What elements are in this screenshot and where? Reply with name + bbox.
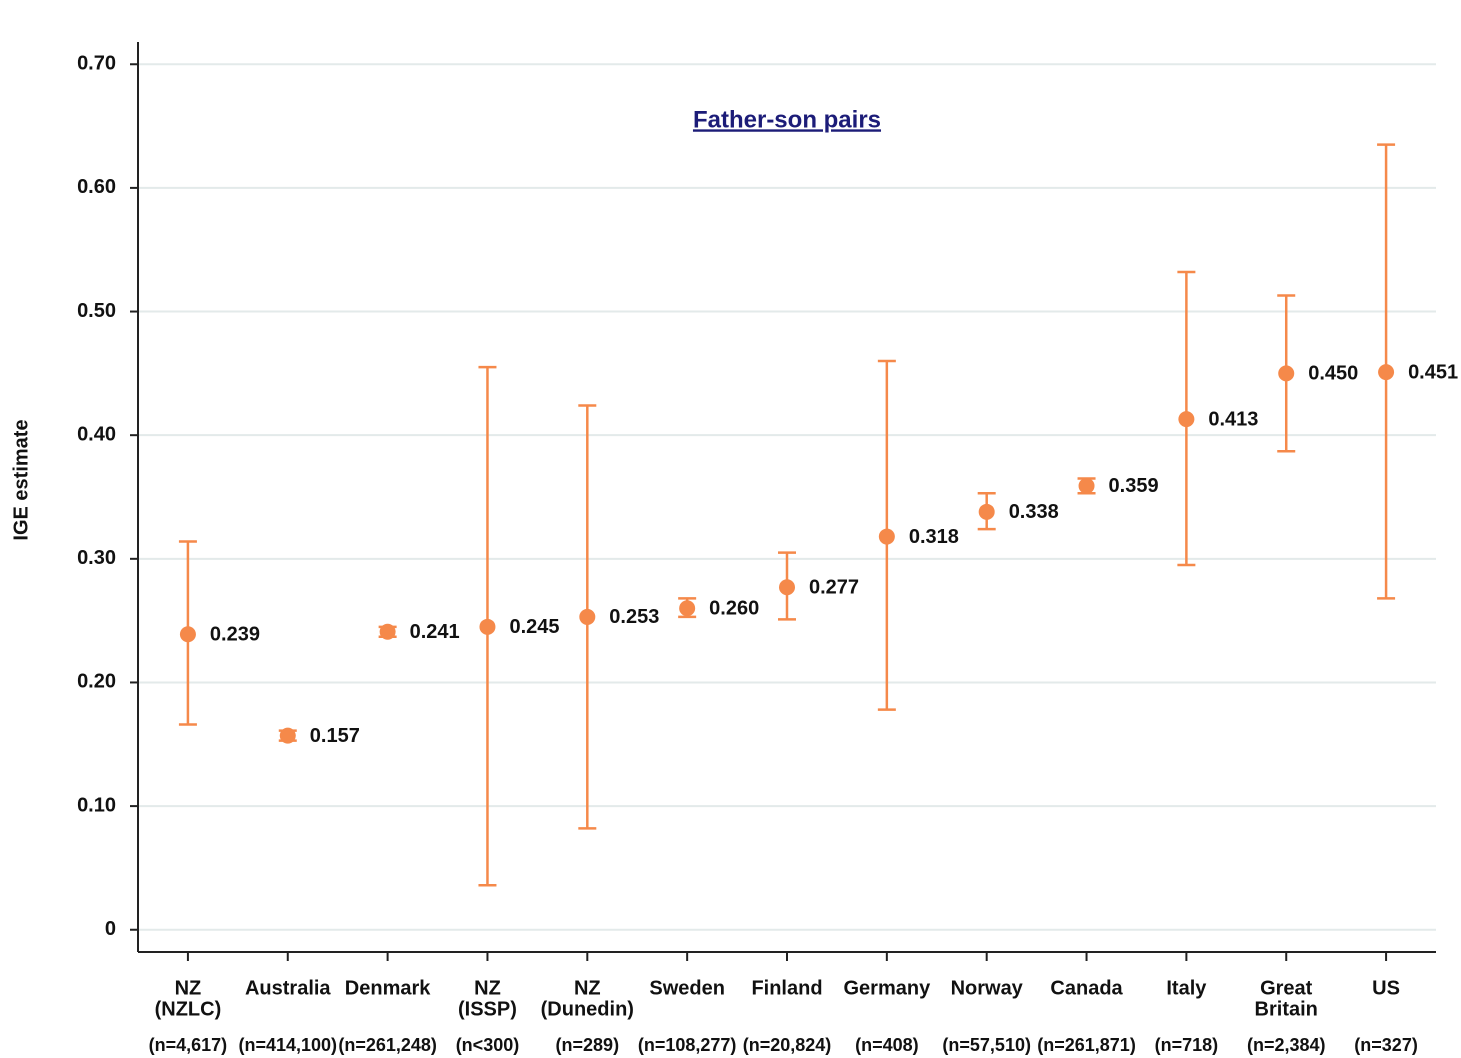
- value-label: 0.239: [210, 624, 260, 646]
- value-label: 0.338: [1009, 501, 1059, 523]
- x-tick-label: Italy: [1166, 977, 1207, 999]
- x-tick-label: (ISSP): [458, 998, 517, 1020]
- y-tick-label: 0.40: [77, 423, 116, 445]
- x-tick-label: US: [1372, 977, 1400, 999]
- y-tick-label: 0.50: [77, 300, 116, 322]
- point: [579, 608, 596, 625]
- point: [1078, 477, 1095, 494]
- x-tick-label: NZ: [175, 977, 202, 999]
- sample-size-label: (n=261,871): [1037, 1035, 1136, 1055]
- sample-size-label: (n=108,277): [638, 1035, 737, 1055]
- point: [279, 727, 296, 744]
- x-tick-label: Australia: [245, 977, 331, 999]
- x-tick-label: Finland: [751, 977, 822, 999]
- value-label: 0.241: [410, 621, 460, 643]
- value-label: 0.318: [909, 526, 959, 548]
- point: [1178, 411, 1195, 428]
- point: [379, 623, 396, 640]
- value-label: 0.157: [310, 725, 360, 747]
- point: [1278, 365, 1295, 382]
- value-label: 0.451: [1408, 361, 1458, 383]
- sample-size-label: (n=20,824): [743, 1035, 832, 1055]
- value-label: 0.359: [1109, 475, 1159, 497]
- point: [479, 618, 496, 635]
- y-tick-label: 0.70: [77, 53, 116, 75]
- value-label: 0.413: [1208, 408, 1258, 430]
- x-tick-label: NZ: [574, 977, 601, 999]
- sample-size-label: (n=408): [855, 1035, 919, 1055]
- x-tick-label: Germany: [843, 977, 931, 999]
- value-label: 0.260: [709, 598, 759, 620]
- sample-size-label: (n=57,510): [942, 1035, 1031, 1055]
- chart-title: Father-son pairs: [693, 106, 881, 133]
- sample-size-label: (n=414,100): [238, 1035, 337, 1055]
- x-tick-label: NZ: [474, 977, 501, 999]
- y-tick-label: 0.60: [77, 176, 116, 198]
- value-label: 0.253: [609, 606, 659, 628]
- y-tick-label: 0.30: [77, 547, 116, 569]
- value-label: 0.277: [809, 577, 859, 599]
- sample-size-label: (n=289): [556, 1035, 620, 1055]
- point: [1378, 364, 1395, 381]
- sample-size-label: (n=261,248): [338, 1035, 437, 1055]
- sample-size-label: (n<300): [456, 1035, 520, 1055]
- x-tick-label: (Dunedin): [541, 998, 634, 1020]
- y-axis-label: IGE estimate: [10, 419, 32, 540]
- x-tick-label: Norway: [951, 977, 1024, 999]
- sample-size-label: (n=2,384): [1247, 1035, 1326, 1055]
- y-tick-label: 0: [105, 918, 116, 940]
- point: [779, 579, 795, 596]
- x-tick-label: Canada: [1050, 977, 1123, 999]
- y-tick-label: 0.10: [77, 794, 116, 816]
- sample-size-label: (n=4,617): [149, 1035, 228, 1055]
- x-tick-label: Denmark: [345, 977, 431, 999]
- sample-size-label: (n=327): [1354, 1035, 1418, 1055]
- x-tick-label: Sweden: [649, 977, 725, 999]
- x-tick-label: Britain: [1255, 998, 1318, 1020]
- sample-size-label: (n=718): [1155, 1035, 1219, 1055]
- point: [179, 626, 196, 643]
- value-label: 0.450: [1308, 363, 1358, 385]
- x-tick-label: (NZLC): [155, 998, 222, 1020]
- point: [978, 503, 995, 520]
- point: [679, 600, 696, 617]
- point: [878, 528, 895, 545]
- x-tick-label: Great: [1260, 977, 1313, 999]
- y-tick-label: 0.20: [77, 671, 116, 693]
- value-label: 0.245: [509, 616, 559, 638]
